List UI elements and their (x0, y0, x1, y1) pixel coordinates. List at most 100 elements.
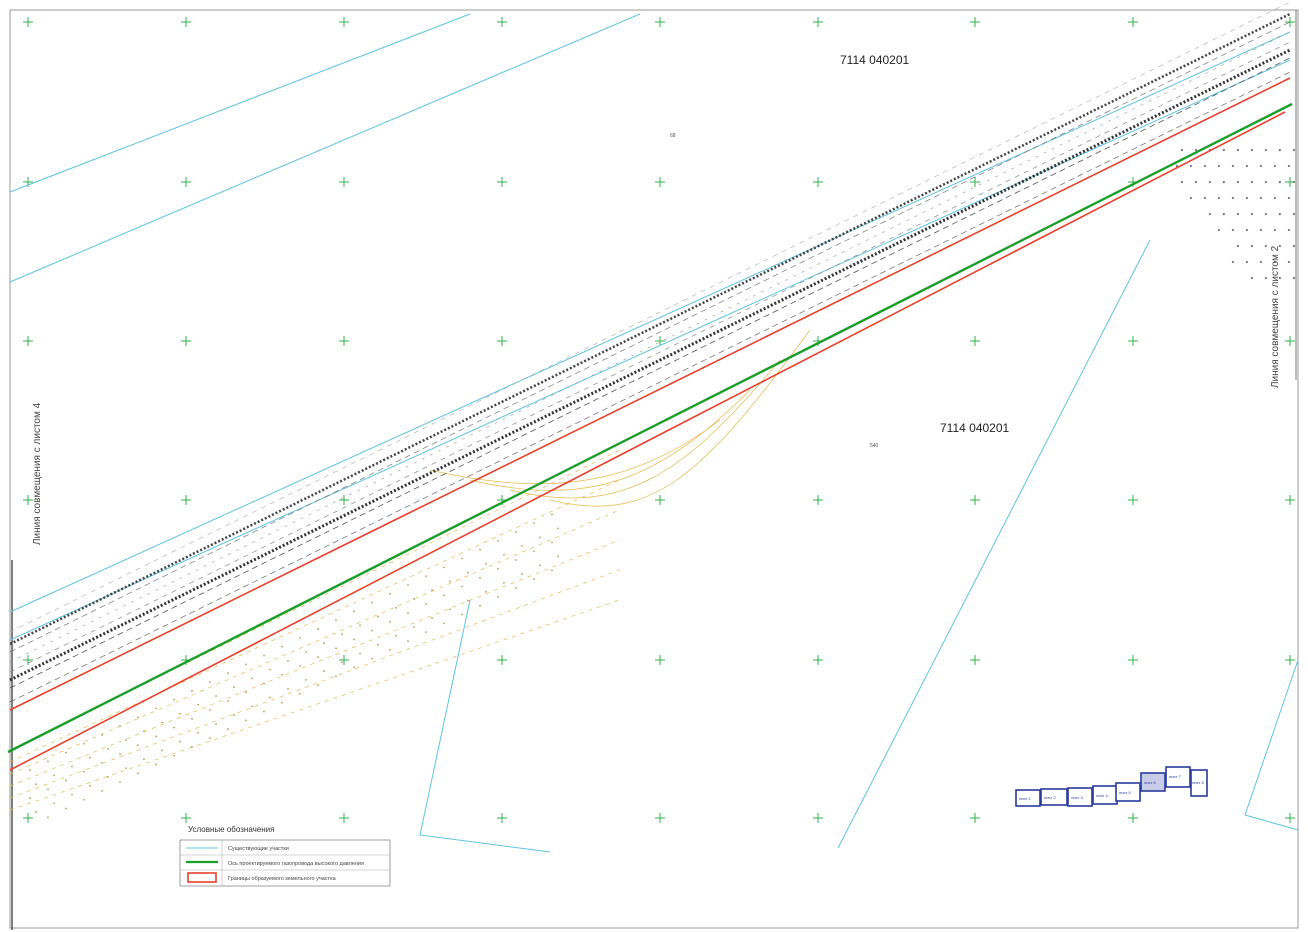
grid-cross (23, 336, 33, 346)
terrain-dot (1180, 180, 1183, 184)
survey-dot (341, 661, 343, 664)
grid-cross (497, 17, 507, 27)
terrain-dot (1250, 244, 1253, 248)
grid-cross (497, 813, 507, 823)
sheet-cell-1 (1015, 789, 1041, 807)
survey-dot (143, 730, 145, 733)
survey-dot (125, 739, 127, 741)
survey-dot (353, 610, 355, 613)
survey-dot (263, 710, 265, 713)
sheet-label-4: лист 4 (1096, 793, 1109, 798)
slope-line (9, 12, 1291, 646)
terrain-dot (1194, 180, 1197, 184)
grid-cross (970, 655, 980, 665)
survey-dot (47, 760, 49, 763)
survey-dot (107, 776, 109, 778)
terrain-dot (1259, 196, 1262, 200)
survey-dot (47, 816, 49, 819)
survey-dot (299, 693, 301, 695)
parcel-label-mid: 540 (870, 443, 879, 449)
grid-cross (655, 655, 665, 665)
terrain-dot (1273, 196, 1276, 200)
survey-dot (47, 788, 49, 791)
terrain-dot (1203, 196, 1206, 200)
survey-dot (251, 677, 253, 680)
survey-dot (299, 637, 301, 639)
terrain-dot (1259, 228, 1262, 232)
terrain-dot (1245, 164, 1248, 168)
map-frame (9, 9, 1299, 929)
survey-dot (335, 675, 337, 678)
survey-dot (65, 807, 67, 810)
survey-dot (179, 712, 181, 715)
terrain-dot (1236, 180, 1239, 184)
survey-dot (533, 522, 535, 525)
sheet-label-8: лист 8 (1192, 780, 1205, 785)
survey-dot (227, 728, 229, 731)
survey-dot (65, 751, 67, 754)
survey-dot (83, 770, 85, 773)
survey-dot (191, 745, 193, 748)
grid-cross (970, 336, 980, 346)
survey-dot (137, 744, 139, 747)
legend-item-gas-axis: Ось проектируемого газопровода высокого … (228, 861, 364, 867)
terrain-dot (1278, 244, 1281, 248)
survey-dot (209, 709, 211, 711)
survey-dot (407, 640, 409, 642)
grid-cross (813, 495, 823, 505)
survey-dot (431, 617, 433, 620)
survey-dot (251, 705, 253, 708)
grid-cross (181, 336, 191, 346)
survey-dot (407, 584, 409, 586)
grid-cross (339, 813, 349, 823)
survey-dot (395, 606, 397, 609)
grid-cross (1128, 495, 1138, 505)
grid-cross (497, 177, 507, 187)
survey-dot (119, 753, 121, 755)
survey-dot (359, 652, 361, 655)
survey-dot (101, 762, 103, 764)
sheet-label-5: лист 5 (1119, 790, 1132, 795)
survey-dot (371, 657, 373, 660)
survey-dot (119, 781, 121, 783)
survey-dot (125, 767, 127, 769)
terrain-dot (1287, 260, 1290, 264)
terrain-dot (1217, 196, 1220, 200)
grid-cross (655, 177, 665, 187)
sheet-label-7: лист 7 (1169, 774, 1182, 779)
grid-cross (181, 813, 191, 823)
grid-cross (813, 177, 823, 187)
grid-cross (23, 655, 33, 665)
survey-dot (227, 700, 229, 703)
survey-dot (479, 576, 481, 579)
survey-dot (449, 608, 451, 611)
terrain-dot (1175, 164, 1178, 168)
terrain-dot (1222, 180, 1225, 184)
survey-dot (497, 567, 499, 570)
survey-dot (515, 559, 517, 561)
survey-dot (209, 737, 211, 739)
survey-dot (461, 585, 463, 588)
grid-cross (970, 495, 980, 505)
cadastral-number-top: 7114 040201 (840, 53, 910, 67)
survey-dot (263, 682, 265, 685)
contour-hatching (9, 148, 1295, 819)
terrain-dot (1264, 212, 1267, 216)
terrain-dot (1292, 148, 1295, 152)
terrain-dot (1231, 196, 1234, 200)
slope-line (9, 57, 1291, 689)
survey-dot (155, 707, 157, 710)
survey-dot (83, 798, 85, 801)
survey-dot (269, 668, 271, 671)
survey-dot (29, 797, 31, 800)
survey-dot (137, 716, 139, 719)
sheet-cell-3 (1067, 787, 1093, 807)
survey-dot (515, 531, 517, 533)
survey-dot (551, 513, 553, 516)
grid-cross (655, 336, 665, 346)
survey-dot (35, 783, 37, 786)
legend-item-existing: Существующие участки (228, 846, 289, 852)
survey-dot (245, 691, 247, 694)
survey-dot (305, 651, 307, 653)
